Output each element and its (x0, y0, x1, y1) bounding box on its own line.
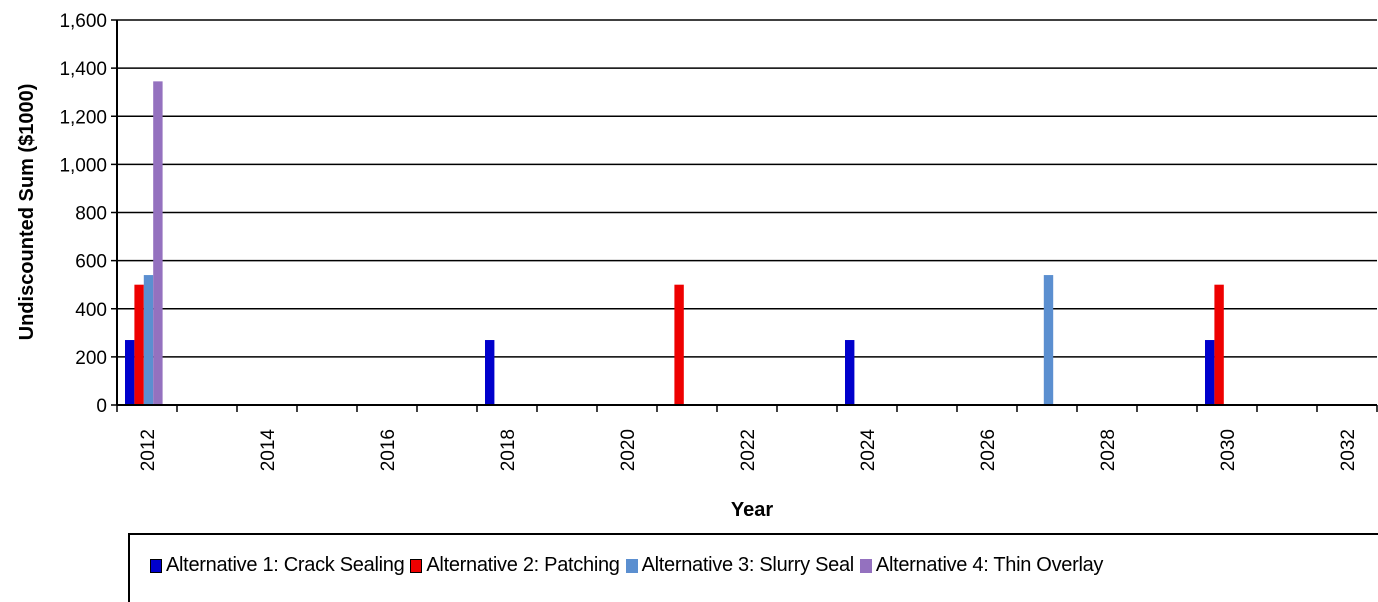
gridlines (117, 19, 1377, 358)
x-tick-label: 2016 (378, 429, 399, 471)
legend-label: Alternative 3: Slurry Seal (641, 554, 855, 576)
x-tick-label: 2032 (1338, 429, 1359, 471)
y-tick-label: 400 (75, 300, 107, 321)
legend-label: Alternative 1: Crack Sealing (166, 554, 405, 576)
y-tick-label: 800 (75, 204, 107, 225)
x-tick-label: 2028 (1098, 429, 1119, 471)
bar-series1-2030 (1205, 340, 1215, 405)
bar-series1-2024 (845, 340, 855, 405)
bar-series2-2030 (1214, 284, 1224, 405)
y-tick-labels: 0 200 400 600 800 1,000 1,200 1,400 1,600 (59, 11, 107, 417)
y-tick-label: 1,400 (59, 59, 107, 80)
y-tick-label: 200 (75, 348, 107, 369)
bars (125, 81, 1224, 405)
legend-swatch (625, 558, 638, 573)
y-tick-label: 600 (75, 252, 107, 273)
legend-row: Alternative 1: Crack Sealing Alternative … (150, 554, 1109, 577)
legend-label: Alternative 4: Thin Overlay (875, 554, 1104, 576)
legend-item: Alternative 1: Crack Sealing (150, 554, 405, 577)
y-tick-label: 1,000 (59, 155, 107, 176)
legend-swatch (410, 558, 423, 573)
bar-series4-2012 (153, 81, 163, 405)
y-tick-label: 0 (96, 396, 107, 417)
x-tick-label: 2014 (258, 429, 279, 472)
x-axis-title: Year (731, 499, 773, 521)
legend-label: Alternative 2: Patching (426, 554, 620, 576)
x-tick-label: 2020 (618, 429, 639, 471)
legend-swatch (150, 558, 162, 573)
y-tick-label: 1,600 (59, 11, 107, 32)
bar-series3-2027 (1043, 275, 1054, 405)
bar-series2-2012 (134, 284, 144, 405)
x-tick-label: 2026 (978, 429, 999, 471)
x-tick-label: 2030 (1218, 429, 1239, 471)
x-tick-label: 2022 (738, 429, 759, 471)
legend-swatch (859, 558, 872, 573)
x-tick-label: 2012 (138, 429, 159, 471)
legend-item: Alternative 2: Patching (410, 554, 620, 577)
x-tick-labels: 2012 2014 2016 2018 2020 2022 2024 2026 2028 2030… (138, 429, 1359, 472)
legend-item: Alternative 3: Slurry Seal (625, 554, 855, 577)
y-tick-label: 1,200 (59, 107, 107, 128)
y-axis-title: Undiscounted Sum ($1000) (16, 84, 38, 341)
bar-series2-2021 (674, 284, 684, 405)
bar-series3-2012 (143, 275, 154, 405)
bar-series1-2018 (485, 340, 495, 405)
axes (111, 19, 1378, 412)
bar-series1-2012 (125, 340, 135, 405)
legend-item: Alternative 4: Thin Overlay (859, 554, 1104, 577)
legend: Alternative 1: Crack Sealing Alternative … (128, 533, 1378, 602)
x-tick-label: 2024 (858, 429, 879, 472)
x-tick-label: 2018 (498, 429, 519, 471)
